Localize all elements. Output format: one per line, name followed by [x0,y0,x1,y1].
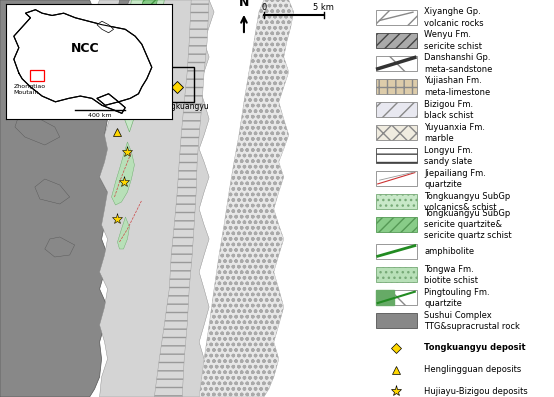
Bar [155,67,194,102]
Text: Tongkuangyu SubGp
sericite quartzite&
sericite quartz schist: Tongkuangyu SubGp sericite quartzite& se… [424,209,512,240]
Polygon shape [15,107,60,145]
Polygon shape [155,0,209,397]
Text: Tongkuangyu SubGp
volcanics& schist: Tongkuangyu SubGp volcanics& schist [424,192,510,212]
Polygon shape [14,10,152,114]
Polygon shape [111,142,135,205]
Text: Yujiashan Fm.
meta-limestone: Yujiashan Fm. meta-limestone [424,77,490,96]
Bar [376,102,417,117]
Polygon shape [45,237,75,257]
Polygon shape [95,0,214,397]
Text: amphibolite: amphibolite [424,247,474,256]
Text: 5 km: 5 km [313,3,334,12]
Text: 0: 0 [261,3,266,12]
Text: Tongwa Fm.
biotite schist: Tongwa Fm. biotite schist [424,265,478,285]
Bar [30,69,44,81]
Bar [376,244,417,259]
Polygon shape [35,179,70,204]
Bar [376,148,417,163]
Bar [376,10,417,25]
Text: Danshanshi Gp.
meta-sandstone: Danshanshi Gp. meta-sandstone [424,54,493,73]
Text: Jiepailiang Fm.
quartzite: Jiepailiang Fm. quartzite [424,169,486,189]
Bar [376,33,417,48]
Text: Bizigou Fm.
black schist: Bizigou Fm. black schist [424,100,474,119]
Text: Sushui Complex
TTG&supracrustal rock: Sushui Complex TTG&supracrustal rock [424,311,520,331]
Text: Zhongtiao
Moutain: Zhongtiao Moutain [14,84,46,95]
Polygon shape [110,0,165,132]
Text: N: N [239,0,249,9]
Bar [376,171,417,186]
Text: 400 km: 400 km [89,113,112,118]
Polygon shape [97,21,114,33]
Bar [376,267,417,282]
Polygon shape [115,0,130,47]
Bar [376,194,417,209]
Polygon shape [117,217,130,249]
Text: Yuyuanxia Fm.
marble: Yuyuanxia Fm. marble [424,123,485,143]
Text: Pingtouling Fm.
quartzite: Pingtouling Fm. quartzite [424,288,490,308]
Text: Henglingguan deposits: Henglingguan deposits [424,365,521,374]
Polygon shape [376,290,394,305]
Bar [376,290,417,305]
Polygon shape [0,0,111,397]
Bar [376,56,417,71]
Polygon shape [199,0,294,397]
Text: NCC: NCC [71,42,100,55]
Bar [376,125,417,140]
Text: Tongkuangyu: Tongkuangyu [160,102,210,111]
Bar [376,313,417,328]
Bar [376,79,417,94]
Text: Hujiayu-Bizigou deposits: Hujiayu-Bizigou deposits [424,387,528,396]
Bar [376,217,417,232]
Text: Longyu Fm.
sandy slate: Longyu Fm. sandy slate [424,146,473,166]
Text: Xiyanghe Gp.
volcanic rocks: Xiyanghe Gp. volcanic rocks [424,8,484,27]
Text: Tongkuangyu deposit: Tongkuangyu deposit [424,343,526,352]
Polygon shape [120,0,157,109]
Text: Fig. 2: Fig. 2 [147,57,168,66]
Text: Wenyu Fm.
sericite schist: Wenyu Fm. sericite schist [424,31,482,50]
